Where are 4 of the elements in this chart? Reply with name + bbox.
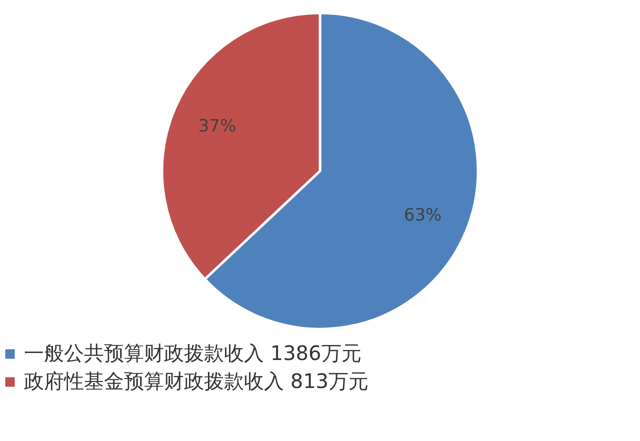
legend-label: 一般公共预算财政拨款收入 1386万元	[24, 341, 362, 365]
legend-label: 政府性基金预算财政拨款收入 813万元	[24, 369, 369, 393]
data-label: 37%	[198, 116, 236, 137]
data-label: 63%	[404, 205, 442, 226]
